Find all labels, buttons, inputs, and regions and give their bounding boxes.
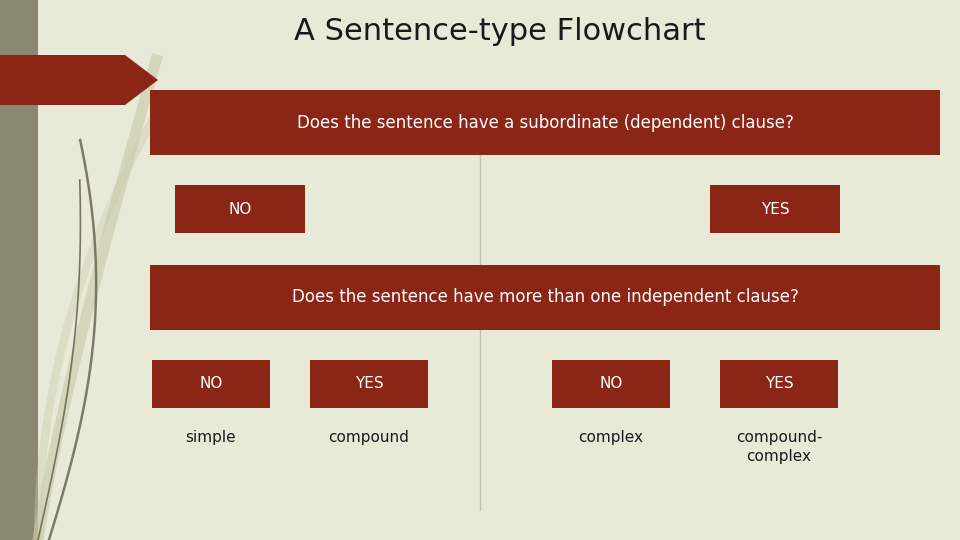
Text: YES: YES [760,201,789,217]
Text: YES: YES [765,376,793,392]
Text: compound-
complex: compound- complex [735,430,822,464]
Text: NO: NO [200,376,223,392]
Text: compound: compound [328,430,409,445]
Text: NO: NO [599,376,623,392]
Bar [0,0,38,540]
Text: NO: NO [228,201,252,217]
Text: A Sentence-type Flowchart: A Sentence-type Flowchart [294,17,706,46]
FancyBboxPatch shape [552,360,670,408]
Text: simple: simple [185,430,236,445]
FancyBboxPatch shape [720,360,838,408]
Text: YES: YES [354,376,383,392]
Text: Does the sentence have more than one independent clause?: Does the sentence have more than one ind… [292,288,799,307]
Polygon shape [0,55,158,105]
FancyBboxPatch shape [150,265,940,330]
Text: Does the sentence have a subordinate (dependent) clause?: Does the sentence have a subordinate (de… [297,113,793,132]
FancyBboxPatch shape [152,360,270,408]
FancyBboxPatch shape [310,360,428,408]
Text: complex: complex [579,430,643,445]
FancyBboxPatch shape [150,90,940,155]
FancyBboxPatch shape [175,185,305,233]
FancyBboxPatch shape [710,185,840,233]
